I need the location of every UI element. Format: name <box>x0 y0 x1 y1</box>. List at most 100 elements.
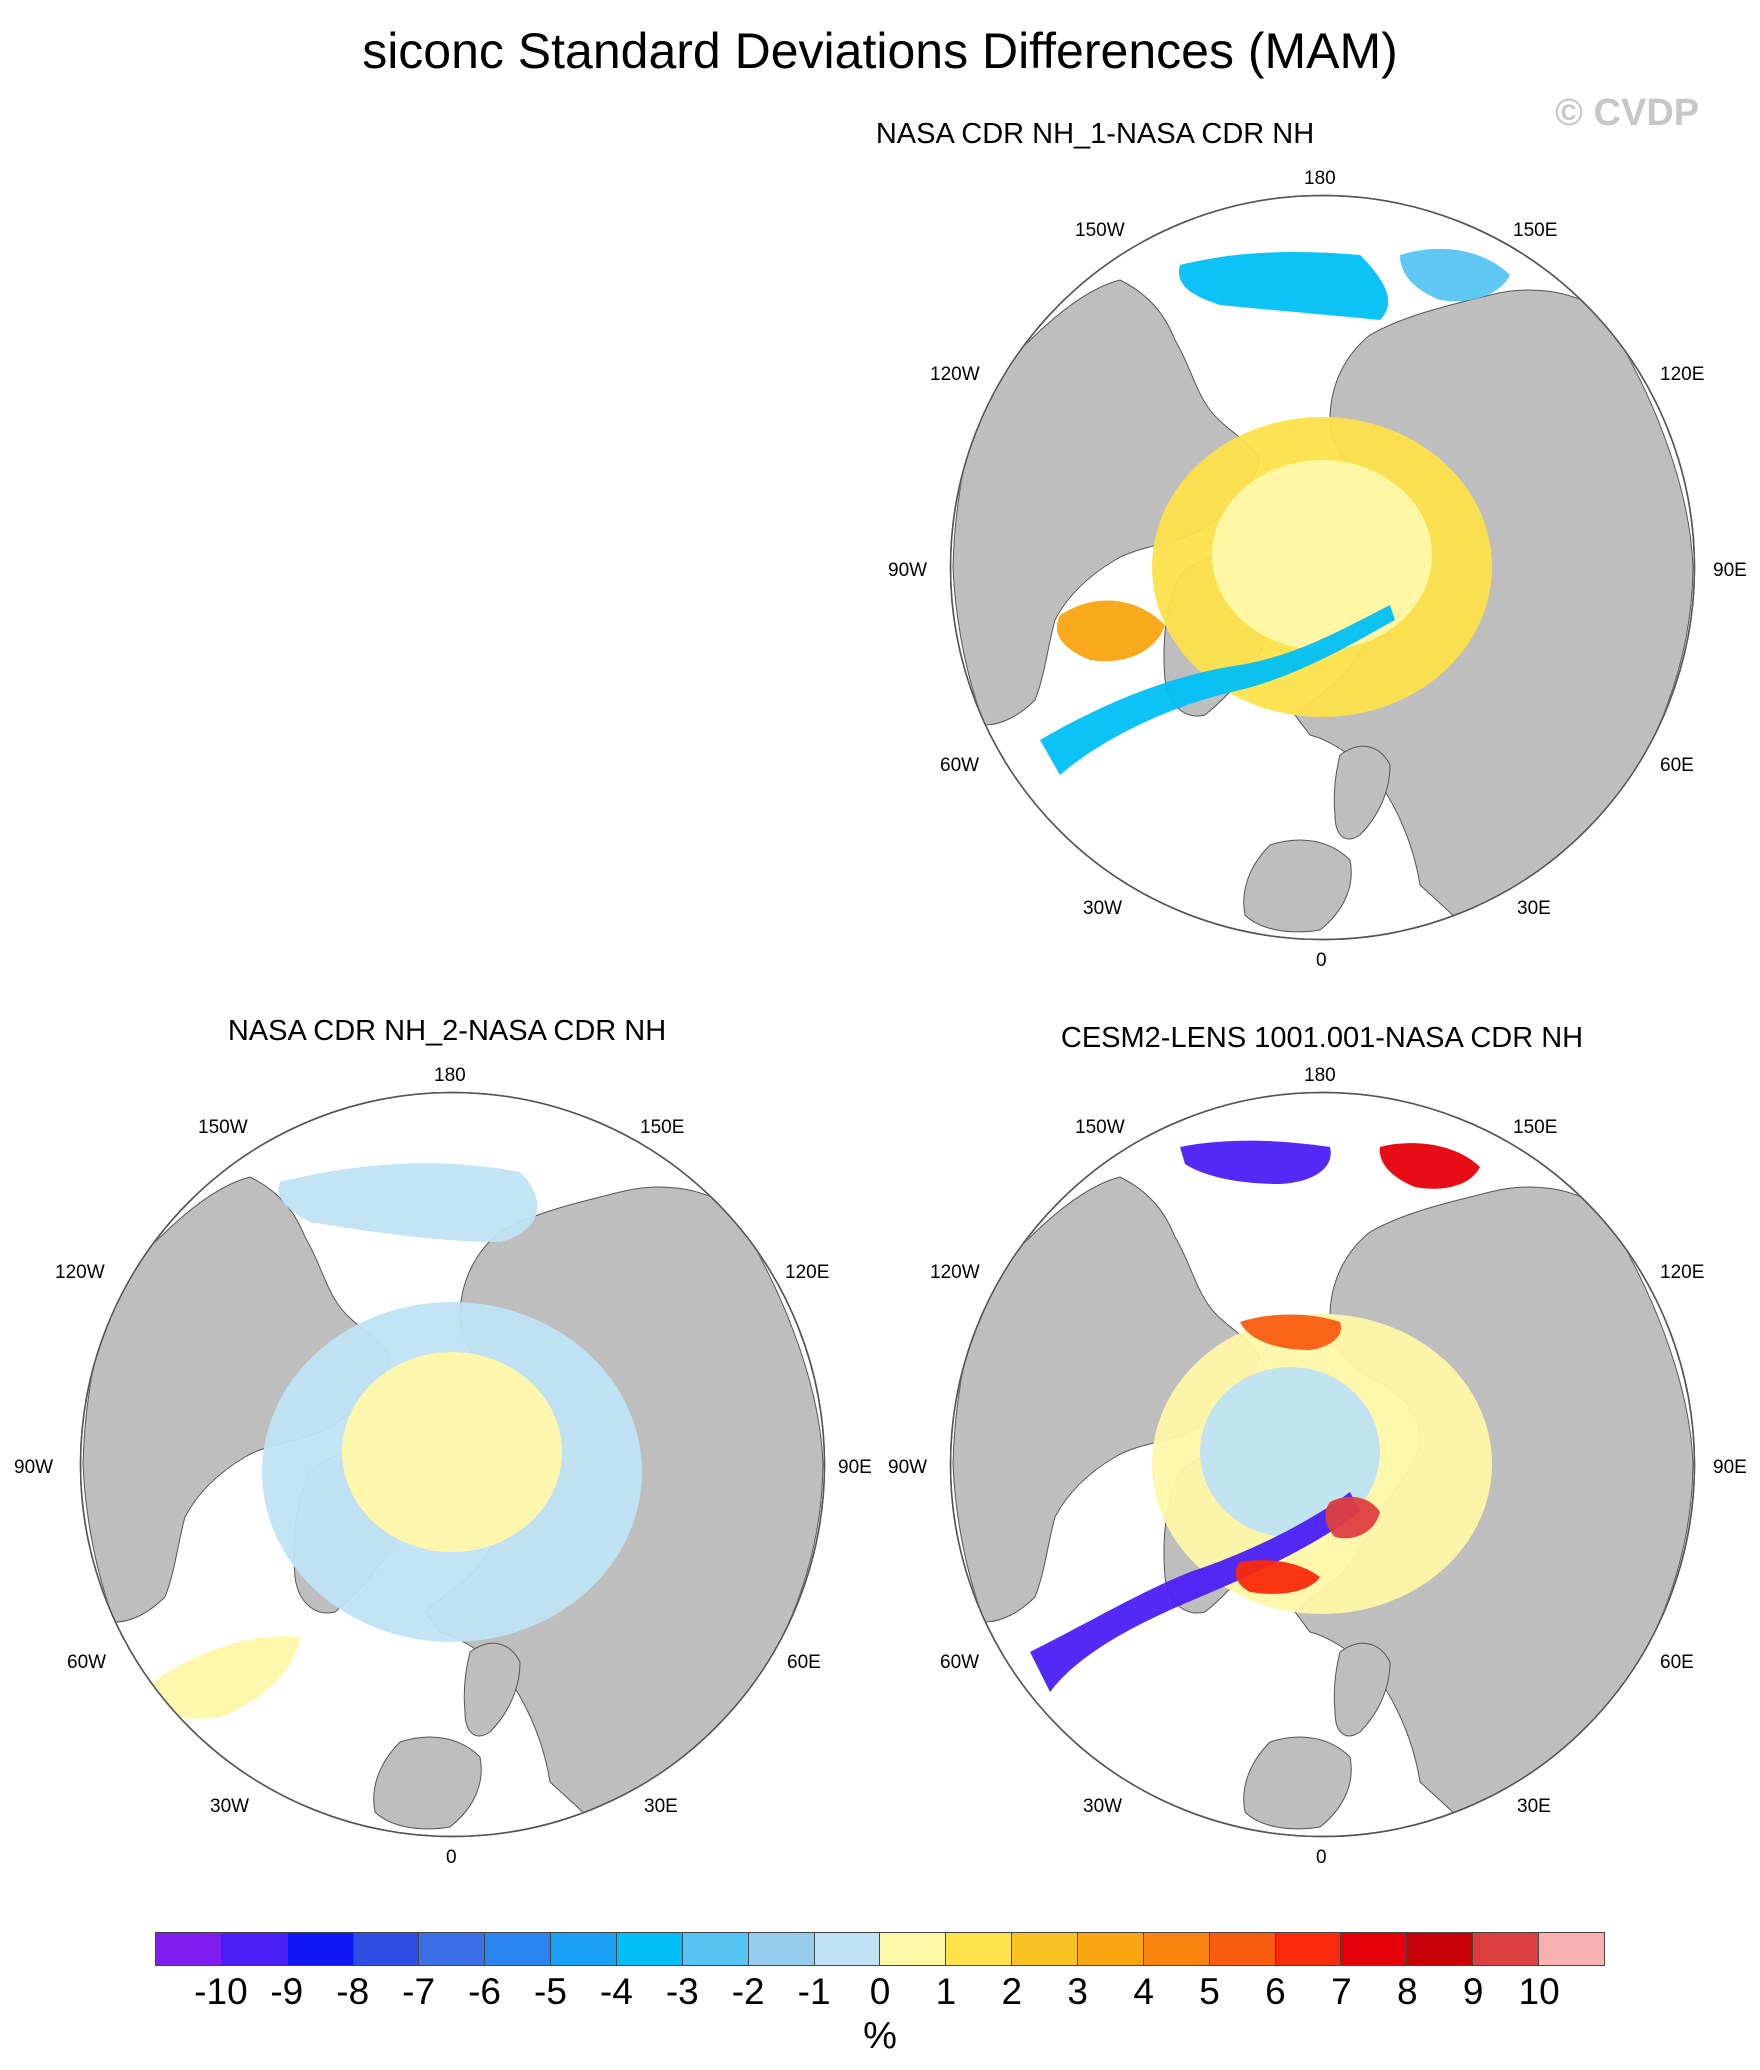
map-boundary <box>79 1091 826 1838</box>
sea-ice-anomaly-region <box>1030 1492 1360 1692</box>
colorbar-swatch <box>550 1932 617 1966</box>
colorbar-swatch <box>747 1932 814 1966</box>
colorbar-swatch <box>1538 1932 1605 1966</box>
colorbar-swatch <box>945 1932 1012 1966</box>
colorbar-tick-label: 10 <box>1518 1971 1560 2012</box>
lon-label-30w: 30W <box>210 1796 250 1817</box>
lon-label-60e: 60E <box>1660 755 1694 776</box>
land-mass <box>1243 839 1352 933</box>
sea-ice-anomaly-region <box>1179 252 1389 320</box>
panel-title-3: CESM2-LENS 1001.001-NASA CDR NH <box>1060 1022 1584 1054</box>
colorbar-tick-label: 5 <box>1199 1971 1220 2012</box>
sea-ice-anomaly-region <box>1240 1314 1341 1350</box>
colorbar-tick-label: -7 <box>402 1971 436 2012</box>
lon-label-120w: 120W <box>55 1262 105 1283</box>
lon-label-90e: 90E <box>1713 560 1747 581</box>
colorbar-tick-label: -10 <box>194 1971 248 2012</box>
lon-label-120e: 120E <box>1660 1262 1705 1283</box>
lon-label-0: 0 <box>446 1847 457 1868</box>
land-mass <box>952 279 1261 726</box>
lon-label-60w: 60W <box>67 1652 107 1673</box>
land-mass <box>1333 745 1391 840</box>
lon-label-30e: 30E <box>1517 1796 1551 1817</box>
lon-label-120w: 120W <box>930 1262 980 1283</box>
map-boundary <box>949 194 1696 941</box>
lon-label-60w: 60W <box>940 755 980 776</box>
lon-label-120e: 120E <box>785 1262 830 1283</box>
sea-ice-anomaly-region <box>1400 248 1510 302</box>
cvdp-watermark: © CVDP <box>1555 92 1700 134</box>
lon-label-150w: 150W <box>1075 1117 1125 1138</box>
lon-label-60e: 60E <box>787 1652 821 1673</box>
lon-label-150w: 150W <box>198 1117 248 1138</box>
colorbar-swatch <box>681 1932 748 1966</box>
colorbar-swatch <box>352 1932 419 1966</box>
map-layer <box>952 1140 1694 1830</box>
colorbar-swatch <box>1274 1932 1341 1966</box>
colorbar-swatch <box>418 1932 485 1966</box>
colorbar <box>155 1932 1605 1966</box>
sea-ice-anomaly-region <box>1325 1496 1380 1539</box>
lon-label-180: 180 <box>1304 168 1336 189</box>
map-boundary <box>949 1091 1696 1838</box>
colorbar-tick-label: -3 <box>665 1971 699 2012</box>
colorbar-swatch <box>1406 1932 1473 1966</box>
lon-label-120w: 120W <box>930 364 980 385</box>
colorbar-tick-label: 8 <box>1396 1971 1418 2012</box>
land-mass <box>463 1642 521 1737</box>
sea-ice-anomaly-region <box>1056 600 1165 662</box>
lon-label-30e: 30E <box>644 1796 678 1817</box>
land-mass <box>952 1176 1261 1623</box>
lon-label-90w: 90W <box>888 1457 928 1478</box>
lon-label-180: 180 <box>434 1065 466 1086</box>
lon-label-150w: 150W <box>1075 220 1125 241</box>
colorbar-tick-label: 0 <box>869 1971 891 2012</box>
polar-map-2 <box>79 1091 826 1838</box>
colorbar-swatch <box>1340 1932 1407 1966</box>
colorbar-swatch <box>1472 1932 1539 1966</box>
lon-label-30w: 30W <box>1083 898 1123 919</box>
panel-title-1: NASA CDR NH_1-NASA CDR NH <box>875 118 1315 150</box>
sea-ice-anomaly-region <box>140 1636 300 1719</box>
sea-ice-anomaly-region <box>1200 1366 1380 1538</box>
sea-ice-anomaly-region <box>1040 605 1395 775</box>
figure-title: siconc Standard Deviations Differences (… <box>362 23 1398 79</box>
panel-title-2: NASA CDR NH_2-NASA CDR NH <box>227 1015 667 1047</box>
colorbar-swatch <box>813 1932 880 1966</box>
lon-label-0: 0 <box>1316 1847 1327 1868</box>
lon-label-60w: 60W <box>940 1652 980 1673</box>
colorbar-tick-label: -8 <box>336 1971 370 2012</box>
colorbar-tick-label: 3 <box>1067 1971 1089 2012</box>
colorbar-swatch <box>1077 1932 1143 1966</box>
sea-ice-anomaly-region <box>1379 1143 1480 1189</box>
sea-ice-anomaly-region <box>1180 1140 1331 1184</box>
colorbar-tick-label: -1 <box>797 1971 831 2012</box>
colorbar-tick-label: -9 <box>270 1971 304 2012</box>
lon-label-90w: 90W <box>888 560 928 581</box>
land-mass <box>373 1736 482 1830</box>
land-mass <box>1333 1642 1391 1737</box>
colorbar-swatch <box>155 1932 221 1966</box>
lon-label-30w: 30W <box>1083 1796 1123 1817</box>
lon-label-90w: 90W <box>14 1457 54 1478</box>
colorbar-tick-label: -5 <box>534 1971 567 2012</box>
lon-label-90e: 90E <box>1713 1457 1747 1478</box>
lon-label-30e: 30E <box>1517 898 1551 919</box>
colorbar-tick-label: -4 <box>599 1971 633 2012</box>
sea-ice-anomaly-region <box>341 1351 562 1553</box>
colorbar-tick-label: 1 <box>935 1971 957 2012</box>
lon-label-150e: 150E <box>1513 1117 1558 1138</box>
lon-label-0: 0 <box>1316 950 1327 971</box>
colorbar-tick-label: 2 <box>1001 1971 1023 2012</box>
colorbar-tick-label: 9 <box>1462 1971 1484 2012</box>
colorbar-swatch <box>286 1932 353 1966</box>
colorbar-tick-label: 4 <box>1133 1971 1154 2012</box>
sea-ice-anomaly-region <box>1235 1560 1320 1594</box>
colorbar-swatch <box>879 1932 946 1966</box>
colorbar-swatch <box>616 1932 682 1966</box>
lon-label-180: 180 <box>1304 1065 1336 1086</box>
lon-label-150e: 150E <box>640 1117 685 1138</box>
colorbar-swatch <box>1011 1932 1078 1966</box>
lon-label-60e: 60E <box>1660 1652 1694 1673</box>
sea-ice-anomaly-region <box>278 1163 538 1242</box>
